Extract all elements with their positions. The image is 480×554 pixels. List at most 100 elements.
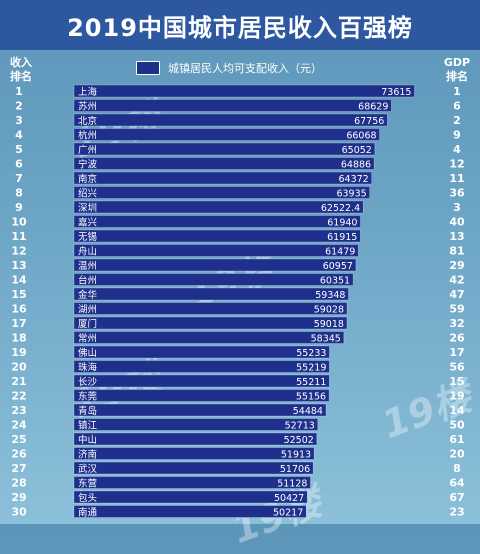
city-label: 南通	[78, 507, 98, 519]
income-bar-chart: 1 上海 73615 12 苏州 68629 63 北京 67756 24 杭州 66068 95 广州 6…	[11, 84, 465, 519]
gdp-rank-label: 3	[453, 201, 461, 214]
data-bar	[73, 505, 307, 518]
gdp-rank-label: 29	[449, 259, 464, 272]
income-rank-label: 24	[11, 419, 27, 432]
city-label: 上海	[78, 86, 98, 98]
gdp-rank-label: 32	[449, 317, 464, 330]
income-rank-label: 26	[11, 448, 27, 461]
income-rank-label: 10	[11, 216, 27, 229]
legend-label: 城镇居民人均可支配收入（元）	[168, 62, 322, 75]
bar-value-label: 51706	[280, 464, 310, 475]
income-rank-label: 4	[15, 129, 23, 142]
bar-value-label: 55211	[296, 377, 326, 388]
bar-value-label: 65052	[342, 145, 372, 156]
income-rank-label: 7	[15, 172, 23, 185]
gdp-rank-label: 61	[449, 433, 464, 446]
income-rank-label: 20	[11, 361, 27, 374]
data-bar	[73, 215, 361, 228]
city-label: 金华	[78, 289, 98, 301]
city-label: 嘉兴	[78, 217, 97, 229]
income-rank-label: 27	[11, 462, 26, 475]
income-rank-label: 11	[11, 230, 26, 243]
gdp-rank-label: 40	[449, 216, 465, 229]
data-bar	[73, 360, 330, 373]
income-rank-label: 17	[11, 317, 26, 330]
income-rank-label: 14	[11, 274, 27, 287]
bar-value-label: 55156	[296, 392, 326, 403]
bar-value-label: 55219	[296, 363, 326, 374]
income-rank-label: 25	[11, 433, 26, 446]
bar-value-label: 60351	[320, 276, 350, 287]
bar-value-label: 50217	[273, 508, 303, 519]
gdp-rank-label: 17	[449, 346, 464, 359]
gdp-rank-label: 26	[449, 332, 465, 345]
income-rank-label: 12	[11, 245, 26, 258]
gdp-rank-label: 12	[449, 158, 464, 171]
city-label: 镇江	[78, 420, 98, 432]
gdp-rank-label: 67	[449, 491, 464, 504]
data-bar	[73, 447, 315, 460]
bar-value-label: 61915	[327, 232, 357, 243]
gdp-rank-header-line2: 排名	[446, 70, 468, 83]
bar-value-label: 73615	[381, 87, 411, 98]
bar-value-label: 61479	[325, 247, 355, 258]
bar-value-label: 66068	[346, 131, 376, 142]
data-bar	[73, 432, 318, 446]
city-label: 济南	[78, 449, 97, 461]
bar-value-label: 59028	[314, 305, 344, 316]
bar-value-label: 68629	[358, 102, 388, 113]
bar-value-label: 67756	[354, 116, 384, 127]
gdp-rank-header-line1: GDP	[443, 56, 471, 69]
income-rank-label: 21	[11, 375, 26, 388]
gdp-rank-label: 64	[449, 477, 465, 490]
data-bar	[73, 113, 388, 127]
gdp-rank-label: 9	[453, 129, 461, 142]
city-label: 深圳	[78, 203, 97, 214]
gdp-rank-label: 6	[453, 100, 461, 113]
gdp-rank-label: 47	[449, 288, 464, 301]
data-bar	[73, 273, 354, 286]
gdp-rank-label: 56	[449, 361, 465, 374]
bar-value-label: 64372	[338, 174, 368, 185]
legend-swatch	[136, 61, 160, 75]
bar-value-label: 51128	[277, 479, 307, 490]
data-bar	[73, 331, 345, 344]
income-rank-label: 1	[15, 85, 23, 98]
city-label: 长沙	[78, 376, 98, 388]
city-label: 温州	[78, 261, 97, 272]
data-bar	[73, 200, 364, 214]
bar-value-label: 54484	[293, 406, 323, 417]
city-label: 南京	[78, 173, 97, 185]
gdp-rank-label: 13	[449, 230, 464, 243]
bar-value-label: 52713	[285, 421, 315, 432]
bar-value-label: 58345	[311, 334, 341, 345]
data-bar	[73, 186, 370, 199]
data-bar	[73, 490, 308, 504]
chart-title: 2019中国城市居民收入百强榜	[67, 13, 413, 42]
city-label: 杭州	[78, 130, 97, 142]
income-rank-header-line2: 排名	[10, 70, 32, 83]
income-rank-label: 29	[11, 491, 26, 504]
city-label: 东莞	[78, 391, 98, 403]
data-bar	[73, 403, 327, 417]
data-bar	[73, 229, 361, 243]
income-rank-label: 30	[11, 506, 27, 519]
data-bar	[73, 287, 349, 301]
data-bar	[73, 461, 314, 475]
bar-value-label: 59348	[315, 290, 345, 301]
income-rank-header: 收入 排名	[6, 56, 36, 84]
data-bar	[73, 128, 380, 141]
income-rank-label: 18	[11, 332, 26, 345]
data-bar	[73, 99, 392, 112]
city-label: 青岛	[78, 405, 97, 417]
city-label: 佛山	[78, 347, 97, 359]
gdp-rank-label: 15	[449, 375, 464, 388]
city-label: 珠海	[78, 362, 98, 374]
bar-value-label: 60957	[323, 261, 353, 272]
data-bar	[73, 418, 319, 431]
income-rank-label: 16	[11, 303, 27, 316]
income-rank-label: 23	[11, 404, 26, 417]
gdp-rank-label: 14	[449, 404, 465, 417]
data-bar	[73, 345, 330, 359]
gdp-rank-label: 1	[453, 85, 461, 98]
